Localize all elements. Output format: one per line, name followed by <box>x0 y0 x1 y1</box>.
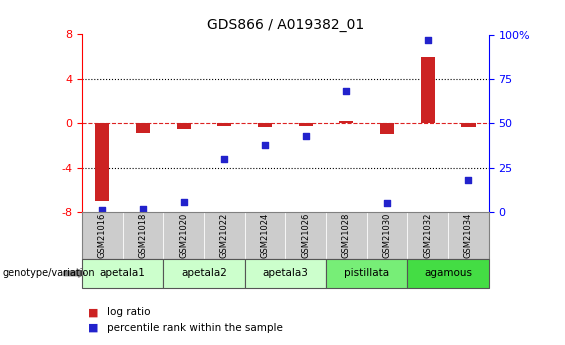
Point <box>220 156 229 161</box>
Text: GSM21024: GSM21024 <box>260 213 270 258</box>
Bar <box>380 124 394 135</box>
Bar <box>298 124 313 126</box>
Bar <box>136 124 150 133</box>
Text: GSM21018: GSM21018 <box>138 213 147 258</box>
Text: GSM21026: GSM21026 <box>301 213 310 258</box>
Bar <box>339 121 354 124</box>
Text: agamous: agamous <box>424 268 472 278</box>
Text: GSM21032: GSM21032 <box>423 213 432 258</box>
Point <box>383 200 392 206</box>
Text: ■: ■ <box>88 307 98 317</box>
Text: ■: ■ <box>88 323 98 333</box>
Text: GSM21034: GSM21034 <box>464 213 473 258</box>
Text: GSM21016: GSM21016 <box>98 213 107 258</box>
Point <box>179 199 188 204</box>
Title: GDS866 / A019382_01: GDS866 / A019382_01 <box>207 18 364 32</box>
Point <box>138 206 147 211</box>
Point <box>464 177 473 183</box>
Bar <box>217 124 232 126</box>
Text: apetala3: apetala3 <box>262 268 308 278</box>
Text: percentile rank within the sample: percentile rank within the sample <box>107 323 283 333</box>
Bar <box>461 124 476 127</box>
Point <box>423 37 432 42</box>
Text: pistillata: pistillata <box>344 268 389 278</box>
Text: log ratio: log ratio <box>107 307 151 317</box>
Text: GSM21028: GSM21028 <box>342 213 351 258</box>
Bar <box>420 57 435 124</box>
Text: GSM21030: GSM21030 <box>383 213 392 258</box>
Bar <box>95 124 110 201</box>
Point <box>342 89 351 94</box>
Text: GSM21022: GSM21022 <box>220 213 229 258</box>
Point <box>98 208 107 213</box>
Text: apetala2: apetala2 <box>181 268 227 278</box>
Text: genotype/variation: genotype/variation <box>3 268 95 278</box>
Point <box>260 142 270 147</box>
Text: GSM21020: GSM21020 <box>179 213 188 258</box>
Bar <box>176 124 191 129</box>
Bar <box>258 124 272 127</box>
Text: apetala1: apetala1 <box>99 268 146 278</box>
Point <box>301 133 310 139</box>
